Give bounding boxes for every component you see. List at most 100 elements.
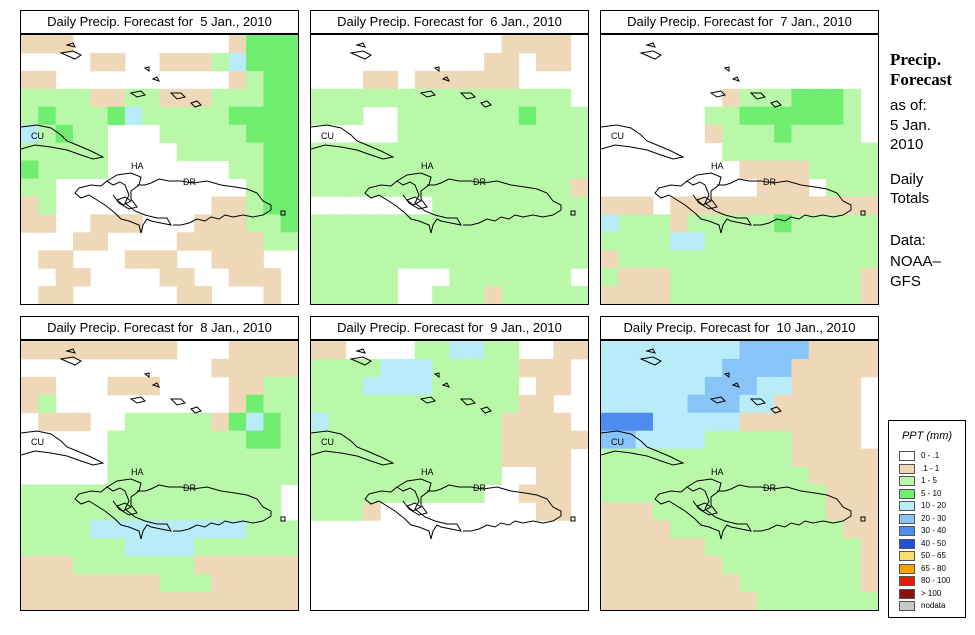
precip-cell (414, 376, 433, 396)
precip-cell (843, 358, 862, 378)
precip-cell (687, 466, 706, 485)
precip-cell (263, 412, 282, 432)
precip-cell (756, 430, 775, 450)
precip-cell (501, 70, 520, 90)
precip-cell (826, 250, 844, 269)
precip-cell (687, 520, 706, 539)
ppt-legend: PPT (mm) 0 - .1 .1 - 1 1 - 5 5 - 10 10 - 20 2… (888, 420, 966, 618)
precip-cell (860, 232, 878, 251)
precip-cell (774, 466, 792, 485)
precip-cell (280, 574, 298, 593)
precip-cell (774, 574, 792, 593)
precip-cell (536, 250, 554, 269)
precip-cell (635, 430, 654, 450)
precip-cell (501, 376, 520, 396)
precip-cell (263, 52, 282, 72)
precip-cell (345, 430, 364, 450)
precip-cell (704, 574, 723, 593)
precip-cell (228, 538, 247, 557)
precip-cell (722, 538, 740, 557)
precip-cell (652, 268, 671, 287)
precip-cell (791, 502, 810, 521)
precip-grid: CU HA DR (21, 341, 298, 610)
precip-cell (466, 196, 485, 215)
precip-cell (484, 448, 502, 468)
precip-cell (280, 538, 298, 557)
precip-cell (826, 592, 844, 610)
legend-label: > 100 (921, 588, 942, 598)
precip-cell (722, 88, 740, 108)
precip-cell (397, 250, 416, 269)
precip-cell (194, 214, 212, 233)
legend-swatch (899, 551, 915, 561)
precip-cell (826, 196, 844, 215)
precip-cell (722, 196, 740, 215)
precip-cell (211, 502, 230, 521)
precip-cell (414, 70, 433, 90)
forecast-panel-day2: Daily Precip. Forecast for 6 Jan., 2010 … (310, 10, 589, 305)
legend-label: 40 - 50 (921, 538, 946, 548)
precip-cell (791, 250, 810, 269)
precip-cell (860, 466, 878, 485)
precip-cell (635, 538, 654, 557)
legend-title: PPT (mm) (901, 430, 953, 442)
precip-cell (553, 35, 572, 54)
precip-cell (159, 538, 178, 557)
precip-cell (228, 574, 247, 593)
precip-cell (652, 286, 671, 304)
precip-cell (362, 232, 381, 251)
precip-cell (345, 214, 364, 233)
precip-cell (263, 376, 282, 396)
precip-cell (843, 484, 862, 503)
precip-cell (774, 376, 792, 396)
precip-cell (791, 286, 810, 304)
precip-cell (38, 88, 57, 108)
precip-cell (601, 214, 619, 233)
precip-cell (466, 358, 485, 378)
precip-cell (843, 412, 862, 432)
precip-cell (536, 430, 554, 450)
precip-cell (228, 124, 247, 144)
precip-cell (345, 268, 364, 287)
precip-cell (449, 358, 468, 378)
coastline (311, 42, 576, 234)
precip-cell (826, 88, 844, 108)
precip-cell (397, 88, 416, 108)
precip-cell (362, 160, 381, 179)
precip-cell (72, 268, 91, 287)
precip-cell (263, 538, 282, 557)
precip-cell (652, 448, 671, 468)
precip-cell (345, 88, 364, 108)
precip-cell (791, 106, 810, 126)
precip-cell (107, 106, 126, 126)
precip-cell (280, 448, 298, 468)
precip-cell (843, 196, 862, 215)
precip-cell (635, 592, 654, 610)
precip-cell (380, 214, 399, 233)
precip-cell (466, 106, 485, 126)
precip-cell (756, 160, 775, 179)
precip-cell (107, 214, 126, 233)
precip-cell (449, 250, 468, 269)
precip-cell (211, 556, 230, 575)
precip-cell (518, 412, 537, 432)
precip-cell (72, 502, 91, 521)
precip-cell (756, 106, 775, 126)
precip-cell (263, 88, 282, 108)
precip-cell (90, 88, 109, 108)
precip-cell (142, 106, 160, 126)
precip-cell (704, 268, 723, 287)
precip-cell (246, 250, 264, 269)
precip-cell (536, 268, 554, 287)
precip-cell (21, 196, 39, 215)
precip-cell (194, 124, 212, 144)
precip-cell (142, 466, 160, 485)
precip-cell (21, 35, 39, 54)
sidebar-data-line2: NOAA– (890, 253, 941, 270)
precip-cell (722, 466, 740, 485)
precip-cell (280, 106, 298, 126)
precip-cell (774, 124, 792, 144)
precip-cell (362, 448, 381, 468)
precip-cell (414, 484, 433, 503)
precip-cell (843, 250, 862, 269)
